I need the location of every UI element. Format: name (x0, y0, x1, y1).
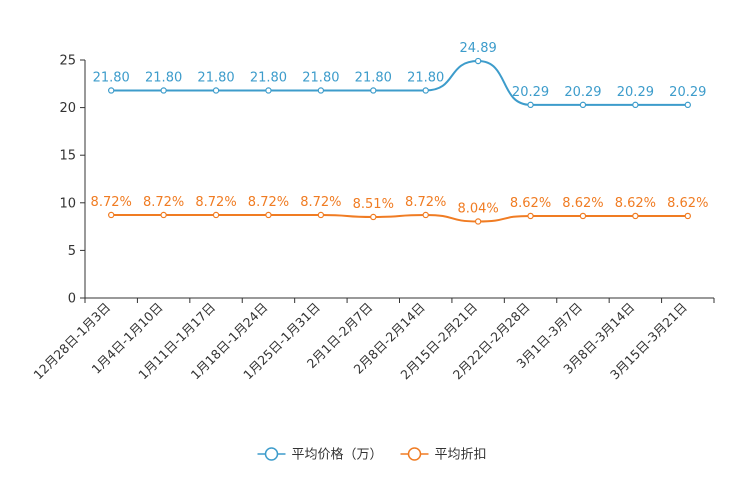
data-point[interactable] (684, 101, 691, 109)
data-point[interactable] (527, 212, 534, 220)
data-point[interactable] (527, 101, 534, 109)
data-point[interactable] (108, 211, 115, 219)
legend-label: 平均价格（万） (292, 447, 383, 463)
data-label: 21.80 (197, 70, 234, 85)
data-point[interactable] (422, 87, 429, 94)
data-label: 20.29 (564, 85, 601, 100)
data-label: 21.80 (355, 70, 392, 85)
data-point[interactable] (317, 211, 325, 219)
y-tick-label: 10 (59, 196, 76, 211)
legend-item-1[interactable]: 平均价格（万） (257, 447, 383, 463)
data-label: 20.29 (669, 85, 706, 100)
data-label: 21.80 (302, 70, 339, 85)
data-label: 21.80 (145, 70, 182, 85)
data-label: 8.62% (510, 196, 551, 211)
data-point[interactable] (108, 87, 115, 94)
data-label: 8.72% (195, 195, 236, 210)
data-point[interactable] (370, 213, 377, 221)
data-label: 8.72% (248, 195, 289, 210)
data-point[interactable] (632, 212, 639, 220)
legend-label: 平均折扣 (435, 448, 487, 463)
data-point[interactable] (579, 101, 587, 109)
data-point[interactable] (474, 218, 482, 225)
data-label: 8.62% (615, 196, 656, 211)
data-point[interactable] (160, 211, 167, 219)
data-point[interactable] (212, 211, 220, 219)
y-tick-label: 25 (59, 54, 76, 69)
data-label: 8.62% (667, 196, 708, 211)
data-point[interactable] (422, 211, 429, 219)
data-point[interactable] (684, 212, 691, 220)
data-point[interactable] (212, 87, 220, 94)
data-point[interactable] (160, 87, 167, 94)
data-label: 21.80 (93, 70, 130, 85)
data-label: 20.29 (512, 85, 549, 100)
data-label: 8.72% (91, 195, 132, 210)
legend-swatch-marker (264, 447, 279, 461)
data-point[interactable] (317, 87, 325, 94)
data-label: 8.72% (405, 195, 446, 210)
data-label: 20.29 (617, 85, 654, 100)
y-tick-label: 20 (59, 101, 76, 116)
data-point[interactable] (265, 87, 272, 94)
data-point[interactable] (579, 212, 587, 220)
data-point[interactable] (370, 87, 377, 94)
data-label: 21.80 (407, 70, 444, 85)
data-label: 8.62% (562, 196, 603, 211)
y-tick-label: 15 (59, 149, 76, 164)
data-label: 8.04% (457, 201, 498, 216)
data-label: 8.72% (300, 195, 341, 210)
y-tick-label: 5 (68, 244, 76, 259)
legend-swatch-marker (407, 447, 422, 461)
data-point[interactable] (474, 57, 482, 65)
data-label: 8.51% (353, 197, 394, 212)
data-label: 8.72% (143, 195, 184, 210)
legend-item-2[interactable]: 平均折扣 (400, 447, 487, 463)
series-line-2 (111, 213, 688, 223)
y-tick-label: 0 (68, 292, 76, 307)
data-label: 24.89 (460, 41, 497, 56)
data-point[interactable] (265, 211, 272, 219)
data-label: 21.80 (250, 70, 287, 85)
data-point[interactable] (632, 101, 639, 109)
